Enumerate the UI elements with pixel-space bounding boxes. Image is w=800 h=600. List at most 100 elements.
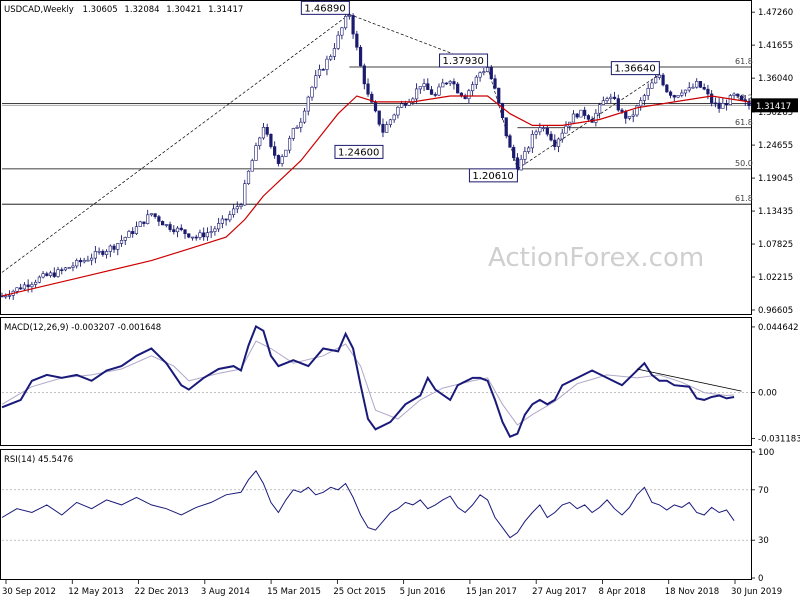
price-bar — [605, 96, 609, 104]
price-bar-body — [60, 269, 64, 271]
price-bar-body — [553, 139, 557, 147]
price-bar — [747, 98, 751, 110]
price-bar-body — [437, 86, 441, 96]
fib-level-label: 61.8 — [735, 194, 753, 203]
price-bar — [392, 113, 396, 123]
price-bar-body — [385, 124, 389, 133]
price-bar-body — [728, 95, 732, 106]
price-bars — [0, 12, 751, 300]
price-bar-body — [605, 98, 609, 102]
price-bar-body — [429, 89, 434, 95]
price-bar-body — [519, 158, 523, 171]
price-bar — [736, 93, 740, 98]
price-bar-body — [37, 276, 41, 283]
price-bar — [7, 290, 12, 300]
x-axis-label: 15 Jan 2017 — [466, 587, 517, 597]
price-bar — [198, 229, 202, 241]
price-bar — [452, 78, 456, 90]
price-bar — [63, 266, 68, 272]
price-bar — [336, 31, 340, 51]
price-bar — [456, 81, 460, 94]
price-bar-body — [48, 272, 53, 276]
price-bar — [41, 271, 45, 279]
price-bar-body — [22, 284, 27, 290]
ohlc-close: 1.31417 — [208, 5, 243, 15]
price-bar-body — [724, 103, 729, 106]
price-bar-body — [56, 269, 60, 277]
price-bar — [691, 83, 695, 89]
price-bar-body — [321, 69, 325, 71]
annotation-box — [610, 61, 660, 76]
price-bar — [418, 86, 422, 94]
price-bar — [612, 91, 617, 100]
x-axis-label: 3 Aug 2014 — [201, 587, 250, 597]
price-bar — [302, 107, 307, 124]
price-bar-body — [97, 250, 101, 253]
price-bar-body — [452, 81, 456, 85]
price-bar — [512, 144, 516, 162]
price-bar — [284, 149, 288, 157]
price-bar-body — [52, 272, 56, 277]
price-bar — [437, 83, 441, 96]
price-bar — [254, 142, 258, 161]
price-bar-body — [616, 98, 620, 111]
price-axis: 1.47260 1.41655 1.36040 1.30285 1.24655 1.190… — [751, 8, 798, 316]
price-bar — [194, 234, 198, 241]
price-bar — [22, 282, 27, 291]
price-bar-body — [355, 33, 359, 48]
price-bar-body — [93, 251, 97, 259]
price-bar — [680, 89, 684, 98]
price-bar — [358, 45, 363, 67]
rsi-axis-label: 70 — [758, 486, 769, 496]
price-bar — [314, 70, 318, 90]
price-bar — [86, 255, 90, 262]
price-bar — [153, 213, 157, 219]
price-bar — [650, 79, 654, 89]
price-bar — [429, 86, 434, 95]
price-bar — [724, 99, 729, 111]
price-bar — [75, 258, 79, 269]
price-axis-label: 1.41655 — [758, 41, 793, 51]
price-bar-body — [620, 109, 624, 112]
price-bar-body — [482, 71, 486, 74]
price-bar — [698, 80, 703, 89]
current-price-tag-label: 1.31417 — [756, 102, 791, 112]
price-bar — [627, 116, 632, 121]
price-bar-body — [459, 92, 464, 96]
price-bar-body — [541, 127, 546, 130]
rsi-lines: 100 70 30 0 — [1, 448, 774, 584]
price-bar — [157, 214, 161, 227]
price-bar-body — [650, 82, 654, 89]
price-bar-body — [194, 236, 198, 239]
price-bar-body — [489, 67, 493, 79]
price-bar-body — [624, 111, 628, 119]
price-bar — [138, 220, 142, 227]
price-bar-body — [254, 145, 258, 161]
price-bar — [228, 210, 232, 223]
price-bar-body — [157, 216, 161, 222]
price-bar — [504, 117, 508, 139]
price-bar-body — [485, 67, 490, 72]
price-bar — [665, 83, 669, 93]
annotation-box — [334, 144, 384, 159]
price-bar-body — [15, 287, 19, 292]
price-bar-body — [601, 100, 605, 105]
price-bar-body — [493, 78, 497, 89]
price-axis-label: 1.36040 — [758, 74, 793, 84]
price-bar-body — [515, 157, 520, 171]
price-bar — [93, 246, 97, 264]
price-bar — [553, 134, 557, 151]
watermark: ActionForex.com — [488, 243, 704, 273]
price-bar-body — [680, 92, 684, 96]
price-bar-body — [41, 273, 45, 278]
price-bar — [530, 130, 534, 154]
price-bar — [37, 275, 41, 284]
price-bar-body — [269, 133, 273, 147]
macd-label: MACD(12,26,9) -0.003207 -0.001648 — [4, 323, 161, 333]
price-bar-body — [82, 260, 86, 263]
price-bar-body — [306, 96, 310, 112]
macd-axis-label: -0.031183 — [758, 434, 800, 444]
price-bar — [717, 97, 721, 113]
price-bar — [78, 257, 83, 267]
price-bar — [209, 225, 213, 238]
